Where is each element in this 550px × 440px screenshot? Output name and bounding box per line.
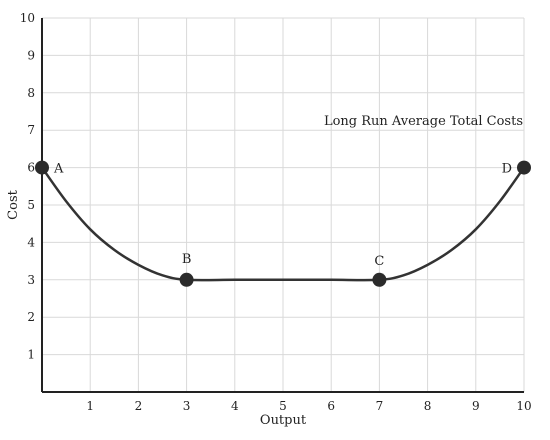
x-tick-label: 3 <box>183 399 191 413</box>
points-layer: A B C D <box>35 160 531 287</box>
point-c <box>372 272 387 287</box>
x-tick-label: 2 <box>135 399 143 413</box>
y-tick-label: 8 <box>27 86 35 100</box>
y-tick-label: 3 <box>27 273 35 287</box>
x-tick-label: 4 <box>231 399 239 413</box>
x-tick-labels: 1 2 3 4 5 6 7 8 9 10 <box>86 399 531 413</box>
x-tick-label: 6 <box>327 399 335 413</box>
y-axis-label: Cost <box>6 189 21 219</box>
y-tick-label: 5 <box>27 198 35 212</box>
point-a <box>35 160 49 175</box>
point-d <box>517 160 531 175</box>
x-tick-label: 9 <box>472 399 480 413</box>
curve-annotation: Long Run Average Total Costs <box>324 114 523 129</box>
y-tick-label: 10 <box>20 11 35 25</box>
x-tick-label: 8 <box>424 399 432 413</box>
point-b <box>179 272 194 287</box>
grid <box>42 17 525 392</box>
curve-layer <box>40 166 526 282</box>
y-tick-label: 2 <box>27 310 35 324</box>
y-tick-label: 7 <box>27 123 35 137</box>
y-tick-label: 1 <box>27 348 35 362</box>
x-axis-label: Output <box>260 413 307 428</box>
x-tick-label: 5 <box>279 399 287 413</box>
x-tick-label: 1 <box>86 399 94 413</box>
axes <box>41 18 524 393</box>
y-tick-labels: 1 2 3 4 5 6 7 8 9 10 <box>20 11 36 362</box>
y-tick-label: 6 <box>27 161 35 175</box>
y-tick-label: 4 <box>27 235 35 249</box>
point-label-a: A <box>53 162 64 177</box>
lratc-curve <box>40 166 526 282</box>
y-tick-label: 9 <box>27 48 35 62</box>
point-label-d: D <box>502 162 512 177</box>
x-tick-label: 7 <box>376 399 384 413</box>
point-label-b: B <box>182 252 192 267</box>
x-tick-label: 10 <box>516 399 531 413</box>
point-label-c: C <box>374 254 384 269</box>
